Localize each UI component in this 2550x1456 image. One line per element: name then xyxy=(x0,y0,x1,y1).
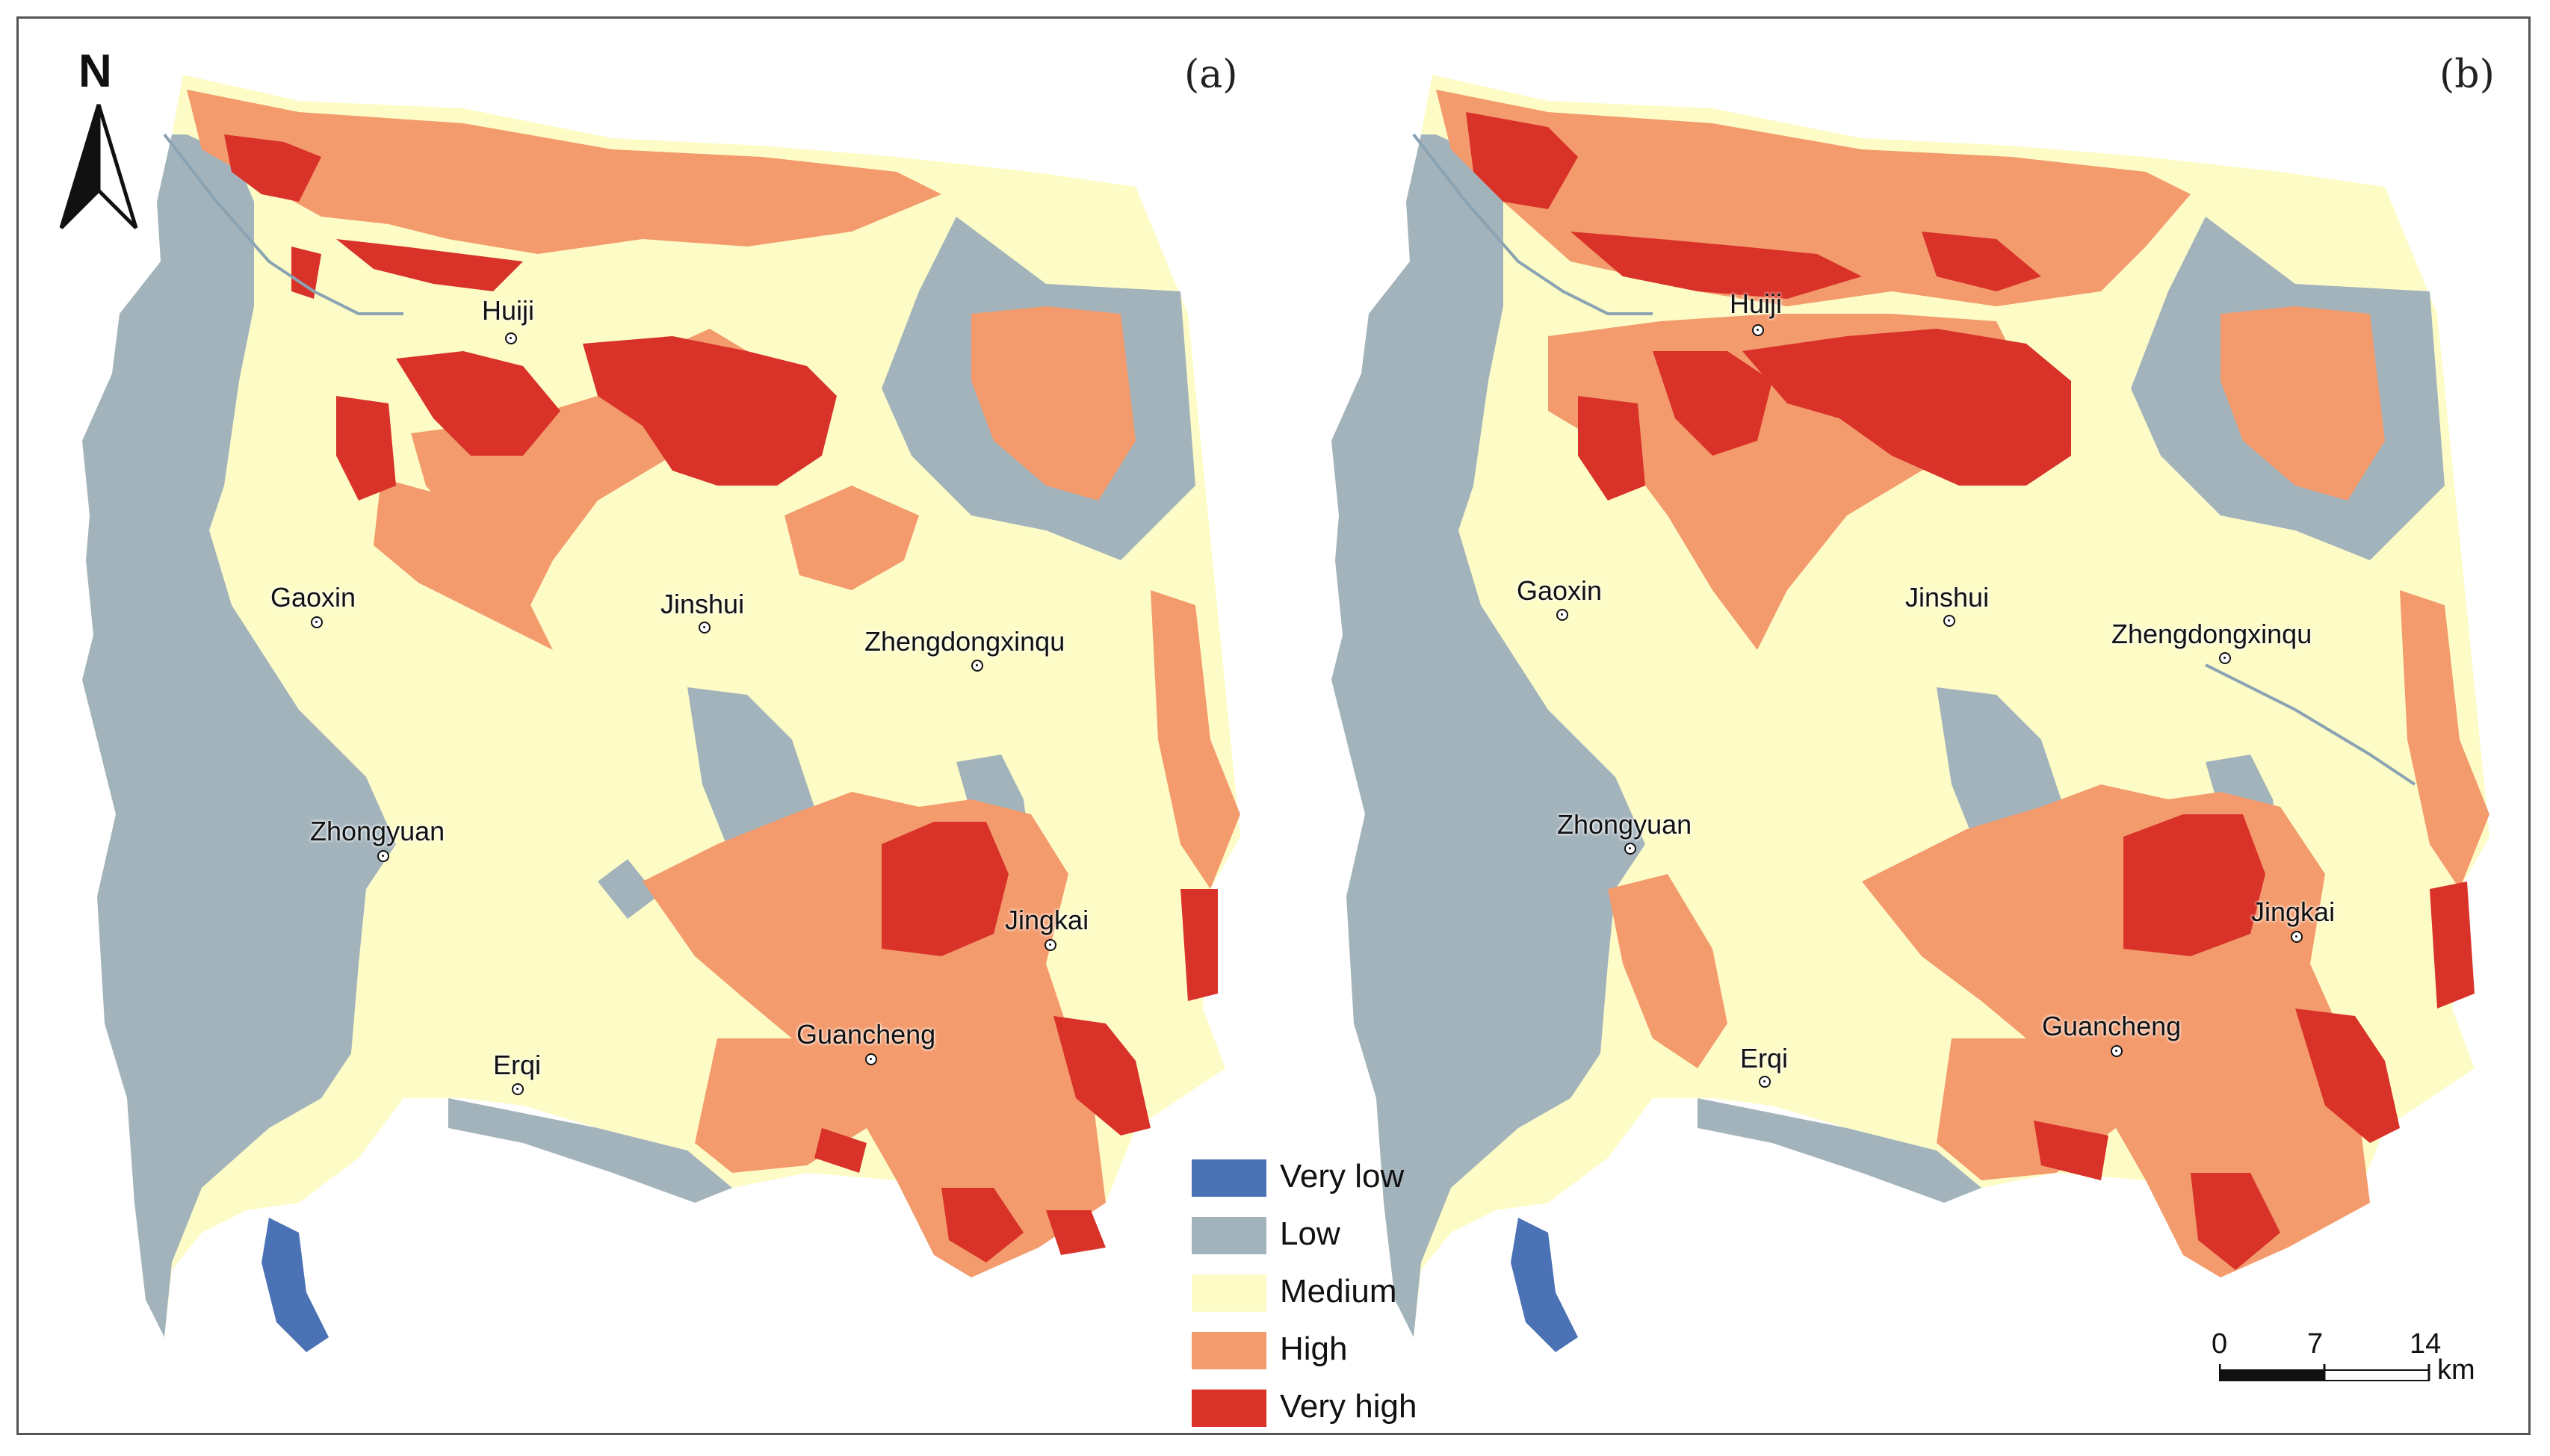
map-region-low xyxy=(1698,1098,1981,1203)
map-region-veryhigh xyxy=(882,822,1009,956)
map-region-low xyxy=(598,859,657,919)
legend-label: Medium xyxy=(1280,1273,1397,1310)
place-marker-icon xyxy=(377,850,389,862)
place-marker-icon xyxy=(1624,843,1636,855)
map-region-veryhigh xyxy=(336,396,396,501)
map-region-veryhigh xyxy=(1922,232,2041,291)
place-label-erqi: Erqi xyxy=(1740,1043,1789,1074)
place-label-gaoxin: Gaoxin xyxy=(270,582,356,613)
map-region-veryhigh xyxy=(2123,814,2265,956)
map-region-low xyxy=(448,1098,732,1203)
risk-map-panel-a xyxy=(82,75,1240,1352)
scale-unit-label: km xyxy=(2437,1354,2475,1386)
map-region-low xyxy=(1331,134,1645,1337)
map-region-high xyxy=(1151,590,1240,889)
scale-bar-graphic xyxy=(2219,1364,2430,1381)
map-region-high xyxy=(2400,590,2489,889)
map-region-veryhigh xyxy=(2430,882,2475,1009)
place-label-guancheng: Guancheng xyxy=(2042,1011,2182,1041)
legend-label: High xyxy=(1280,1330,1348,1367)
place-marker-icon xyxy=(1752,324,1764,336)
map-region-veryhigh xyxy=(1742,329,2071,486)
place-marker-icon xyxy=(865,1053,877,1065)
place-label-jingkai: Jingkai xyxy=(2251,896,2336,927)
map-region-veryhigh xyxy=(1653,351,1772,456)
place-label-zhongyuan: Zhongyuan xyxy=(310,816,445,846)
legend-label: Very high xyxy=(1280,1388,1417,1425)
map-region-veryhigh xyxy=(336,239,523,291)
place-label-jingkai: Jingkai xyxy=(1005,905,1089,935)
map-region-veryhigh xyxy=(224,134,321,202)
place-label-zhongyuan: Zhongyuan xyxy=(1557,809,1692,840)
scale-tick-label: 0 xyxy=(2212,1328,2228,1360)
place-marker-icon xyxy=(2111,1045,2123,1057)
place-marker-icon xyxy=(311,616,323,628)
map-region-high xyxy=(374,478,553,650)
map-region-veryhigh xyxy=(941,1188,1024,1263)
place-label-zhengdongxinqu: Zhengdongxinqu xyxy=(2111,619,2312,649)
map-region-veryhigh xyxy=(291,247,321,299)
place-marker-icon xyxy=(1556,609,1568,621)
map-region-veryhigh xyxy=(1570,232,1862,299)
panel-b-label: (b) xyxy=(2439,52,2495,97)
legend-swatch xyxy=(1192,1274,1266,1312)
place-label-huiji: Huiji xyxy=(482,295,535,326)
map-region-veryhigh xyxy=(2295,1009,2400,1143)
place-label-gaoxin: Gaoxin xyxy=(1517,575,1603,606)
place-marker-icon xyxy=(1045,939,1056,951)
map-region-high xyxy=(785,486,919,590)
map-region-veryhigh xyxy=(814,1128,867,1173)
place-label-erqi: Erqi xyxy=(493,1050,542,1080)
map-region-veryhigh xyxy=(2034,1121,2108,1180)
place-marker-icon xyxy=(699,622,711,633)
legend-label: Very low xyxy=(1280,1158,1405,1195)
map-region-high xyxy=(2221,306,2385,501)
map-region-veryhigh xyxy=(583,336,837,486)
map-region-high xyxy=(187,90,941,254)
map-region-verylow xyxy=(262,1218,329,1352)
map-region-low xyxy=(82,134,396,1337)
place-marker-icon xyxy=(505,332,517,344)
legend-label: Low xyxy=(1280,1215,1340,1252)
risk-map-panel-b xyxy=(1331,75,2489,1352)
north-arrow-icon xyxy=(59,104,138,229)
map-region-veryhigh xyxy=(396,351,560,456)
map-region-veryhigh xyxy=(1053,1016,1151,1136)
legend-swatch xyxy=(1192,1159,1266,1197)
legend-swatch xyxy=(1192,1217,1266,1254)
place-marker-icon xyxy=(1759,1076,1771,1088)
place-marker-icon xyxy=(971,660,983,672)
place-label-jinshui: Jinshui xyxy=(660,589,745,619)
place-marker-icon xyxy=(1943,615,1955,627)
place-marker-icon xyxy=(2291,931,2303,943)
map-region-veryhigh xyxy=(1466,112,1578,209)
place-marker-icon xyxy=(512,1083,524,1095)
map-region-veryhigh xyxy=(1046,1210,1106,1255)
legend-swatch xyxy=(1192,1390,1266,1427)
map-region-verylow xyxy=(1511,1218,1578,1352)
scale-tick-label: 14 xyxy=(2410,1328,2442,1360)
place-marker-icon xyxy=(2219,652,2231,664)
scale-tick-label: 7 xyxy=(2307,1328,2324,1360)
map-region-high xyxy=(1608,874,1727,1068)
north-label: N xyxy=(78,46,112,97)
place-label-jinshui: Jinshui xyxy=(1905,582,1990,613)
map-region-high xyxy=(971,306,1136,501)
map-region-veryhigh xyxy=(1180,889,1218,1001)
place-label-huiji: Huiji xyxy=(1730,288,1783,319)
place-label-zhengdongxinqu: Zhengdongxinqu xyxy=(864,626,1065,657)
map-region-veryhigh xyxy=(2191,1173,2280,1270)
place-label-guancheng: Guancheng xyxy=(796,1019,936,1050)
map-region-veryhigh xyxy=(1578,396,1645,501)
panel-a-label: (a) xyxy=(1184,52,1238,97)
legend-swatch xyxy=(1192,1332,1266,1369)
